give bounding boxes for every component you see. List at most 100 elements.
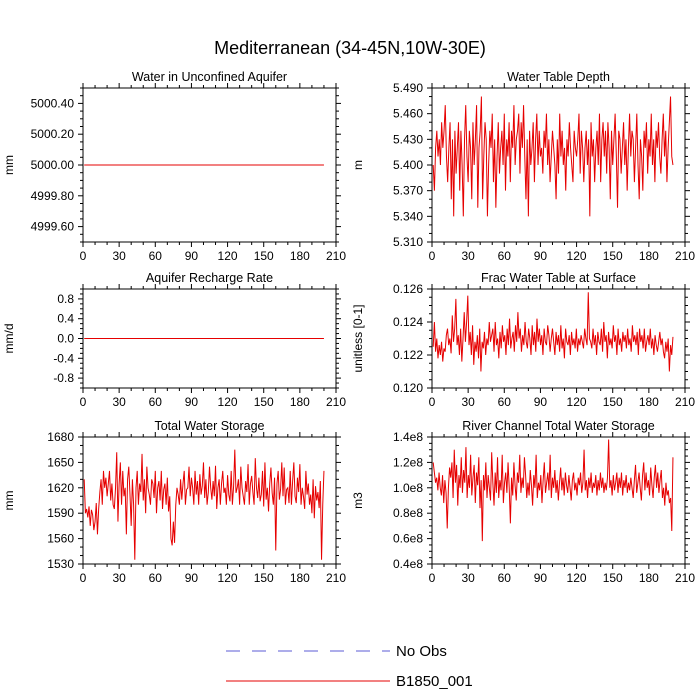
x-tick-label: 60 <box>498 249 512 263</box>
x-tick-label: 90 <box>534 249 548 263</box>
y-tick-label: 5.460 <box>393 107 423 121</box>
x-tick-label: 180 <box>290 395 310 409</box>
y-axis-label: m <box>351 160 365 170</box>
x-tick-label: 30 <box>461 571 475 585</box>
x-tick-label: 210 <box>675 571 695 585</box>
x-tick-label: 150 <box>603 571 623 585</box>
y-tick-label: 1560 <box>47 532 74 546</box>
y-axis-label: mm <box>2 491 16 511</box>
x-tick-label: 0 <box>80 571 87 585</box>
y-axis-label: mm/d <box>2 324 16 354</box>
x-tick-label: 0 <box>429 395 436 409</box>
y-tick-label: 0.4e8 <box>393 557 423 571</box>
x-tick-label: 210 <box>675 249 695 263</box>
y-tick-label: -0.8 <box>53 371 74 385</box>
figure-title: Mediterranean (34-45N,10W-30E) <box>214 38 486 58</box>
x-tick-label: 150 <box>603 249 623 263</box>
y-tick-label: 1590 <box>47 506 74 520</box>
panel-title: River Channel Total Water Storage <box>462 419 655 433</box>
y-tick-label: 5000.00 <box>31 158 75 172</box>
series-line-B1850_001 <box>432 292 674 372</box>
panel-2: Aquifer Recharge Rate mm/d 0 30 60 90 120 150 18… <box>2 271 346 409</box>
x-tick-label: 150 <box>603 395 623 409</box>
panel-5: River Channel Total Water Storage m3 0 30 60… <box>351 419 695 585</box>
legend-label-no-obs: No Obs <box>396 643 447 660</box>
x-tick-label: 60 <box>149 395 163 409</box>
panel-frame <box>82 436 337 565</box>
y-tick-label: 1620 <box>47 481 74 495</box>
y-tick-label: 1530 <box>47 557 74 571</box>
y-axis-label: mm <box>2 155 16 175</box>
x-tick-label: 180 <box>639 395 659 409</box>
x-tick-label: 0 <box>429 249 436 263</box>
x-tick-label: 0 <box>80 395 87 409</box>
legend-label-b1850: B1850_001 <box>396 673 473 690</box>
y-tick-label: 0.4 <box>57 312 74 326</box>
y-tick-label: 0.8e8 <box>393 506 423 520</box>
x-tick-label: 120 <box>218 395 238 409</box>
x-tick-label: 0 <box>80 249 87 263</box>
panel-4: Total Water Storage mm 0 30 60 90 120 150 180 210… <box>2 419 346 585</box>
y-tick-label: 0.126 <box>393 282 423 296</box>
panel-title: Frac Water Table at Surface <box>481 271 636 285</box>
panel-title: Water Table Depth <box>507 70 610 84</box>
y-tick-label: 4999.60 <box>31 220 75 234</box>
y-axis-label: m3 <box>351 492 365 509</box>
panel-title: Aquifer Recharge Rate <box>146 271 273 285</box>
x-tick-label: 120 <box>567 571 587 585</box>
x-tick-label: 210 <box>326 571 346 585</box>
panel-1: Water Table Depth m 0 30 60 90 120 150 180 210 5.3… <box>351 70 695 263</box>
x-tick-label: 60 <box>149 249 163 263</box>
y-axis-label: unitless [0-1] <box>351 304 365 372</box>
panels: Water in Unconfined Aquifer mm 0 30 60 90 120 1… <box>2 70 695 585</box>
x-tick-label: 90 <box>185 395 199 409</box>
x-tick-label: 0 <box>429 571 436 585</box>
y-tick-label: 0.120 <box>393 381 423 395</box>
y-tick-label: 1.0e8 <box>393 481 423 495</box>
y-tick-label: 5.400 <box>393 158 423 172</box>
x-tick-label: 120 <box>218 571 238 585</box>
x-tick-label: 210 <box>326 249 346 263</box>
x-tick-label: 90 <box>534 395 548 409</box>
legend: No Obs B1850_001 <box>226 643 473 690</box>
series-line-B1850_001 <box>432 439 674 542</box>
y-tick-label: 5.430 <box>393 132 423 146</box>
x-tick-label: 150 <box>254 571 274 585</box>
panel-title: Water in Unconfined Aquifer <box>132 70 287 84</box>
x-tick-label: 60 <box>498 395 512 409</box>
x-tick-label: 30 <box>112 249 126 263</box>
panel-3: Frac Water Table at Surface unitless [0-1… <box>351 271 695 409</box>
x-tick-label: 180 <box>290 571 310 585</box>
x-tick-label: 120 <box>567 249 587 263</box>
x-tick-label: 150 <box>254 249 274 263</box>
panel-0: Water in Unconfined Aquifer mm 0 30 60 90 120 1… <box>2 70 346 263</box>
series-line-B1850_001 <box>83 449 325 560</box>
x-tick-label: 180 <box>639 249 659 263</box>
y-tick-label: 4999.80 <box>31 189 75 203</box>
x-tick-label: 210 <box>675 395 695 409</box>
y-tick-label: 1.2e8 <box>393 455 423 469</box>
y-tick-label: 1650 <box>47 455 74 469</box>
y-tick-label: 0.122 <box>393 348 423 362</box>
y-tick-label: 5.340 <box>393 209 423 223</box>
y-tick-label: 0.124 <box>393 315 423 329</box>
x-tick-label: 30 <box>112 395 126 409</box>
panel-title: Total Water Storage <box>154 419 264 433</box>
y-tick-label: -0.4 <box>53 351 74 365</box>
x-tick-label: 90 <box>534 571 548 585</box>
x-tick-label: 180 <box>290 249 310 263</box>
x-tick-label: 60 <box>498 571 512 585</box>
x-tick-label: 180 <box>639 571 659 585</box>
x-tick-label: 90 <box>185 249 199 263</box>
x-tick-label: 150 <box>254 395 274 409</box>
x-tick-label: 30 <box>461 249 475 263</box>
y-tick-label: 0.0 <box>57 332 74 346</box>
y-tick-label: 5000.20 <box>31 127 75 141</box>
x-tick-label: 120 <box>218 249 238 263</box>
x-tick-label: 30 <box>112 571 126 585</box>
y-tick-label: 5.490 <box>393 81 423 95</box>
x-tick-label: 60 <box>149 571 163 585</box>
y-tick-label: 1.4e8 <box>393 430 423 444</box>
y-tick-label: 5000.40 <box>31 96 75 110</box>
